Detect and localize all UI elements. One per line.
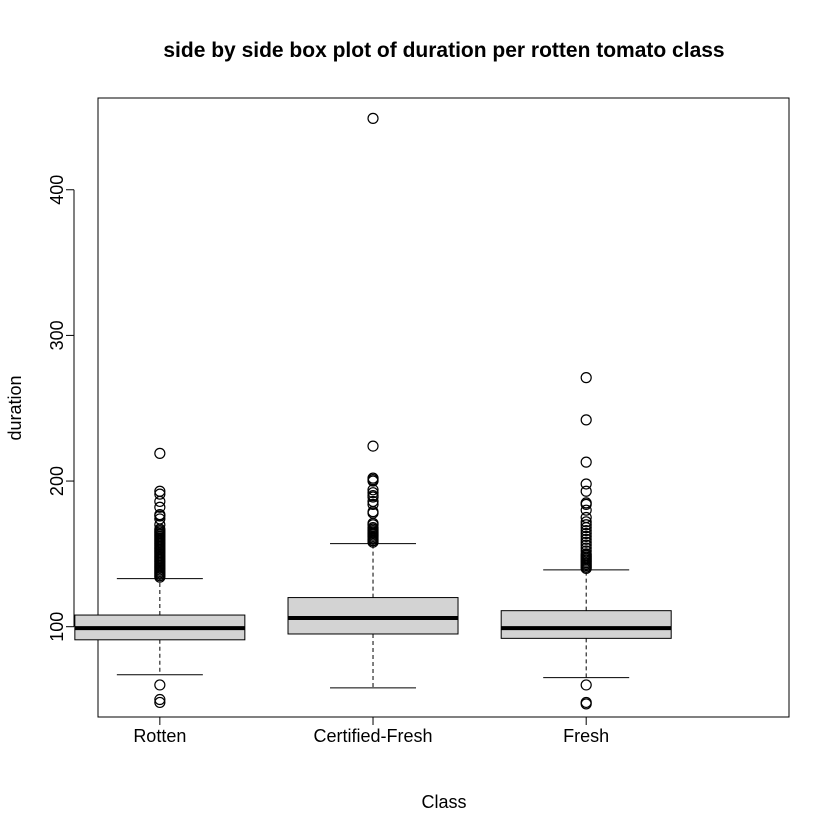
outlier-point [580,548,592,560]
outlier-point [154,513,166,525]
y-tick-label: 100 [47,612,67,642]
outlier-point [580,679,592,691]
outlier-point [367,498,379,510]
plot-frame [97,97,790,718]
box-certified-fresh [287,112,459,689]
iqr-box [500,610,672,639]
outlier-point [580,485,592,497]
outlier-point [580,497,592,509]
outlier-point [580,533,592,545]
y-tick-label: 300 [47,320,67,350]
boxes-layer [74,112,672,710]
outlier-point [154,679,166,691]
outlier-point [580,456,592,468]
iqr-box [287,597,459,635]
outlier-point [580,504,592,516]
y-axis-label: duration [5,375,25,440]
outlier-point [154,501,166,513]
y-tick-label: 200 [47,466,67,496]
x-tick-label: Fresh [563,726,609,746]
outlier-point [580,516,592,528]
outlier-point [580,536,592,548]
x-axis-label: Class [421,792,466,812]
outlier-point [154,696,166,709]
y-axis: 100 200 300 400 [47,175,75,642]
outlier-point [367,522,379,534]
outlier-point [580,372,592,384]
outlier-point [580,542,592,554]
x-tick-label: Rotten [133,726,186,746]
outlier-point [367,472,379,484]
chart-title: side by side box plot of duration per ro… [163,39,724,62]
x-tick-label: Certified-Fresh [314,726,433,746]
outlier-point [580,478,592,490]
outlier-point [154,488,166,500]
box-fresh [500,372,672,710]
outlier-point [580,530,592,542]
outlier-point [580,696,592,709]
outlier-point [154,485,166,497]
x-axis: Rotten Certified-Fresh Fresh [133,717,609,746]
outlier-point [367,495,379,508]
outlier-point [367,490,379,502]
outlier-point [580,539,592,551]
outlier-point [154,447,166,459]
outlier-point [154,693,166,706]
outlier-point [367,487,379,499]
outlier-point [580,519,592,531]
outlier-point [580,511,592,524]
y-tick-label: 400 [47,175,67,205]
outlier-point [580,527,592,540]
outlier-point [580,545,592,557]
outlier-point [367,440,379,452]
outlier-point [580,524,592,537]
outlier-point [367,112,379,124]
outlier-point [154,508,166,521]
box-rotten [74,447,246,709]
outlier-point [580,414,592,426]
